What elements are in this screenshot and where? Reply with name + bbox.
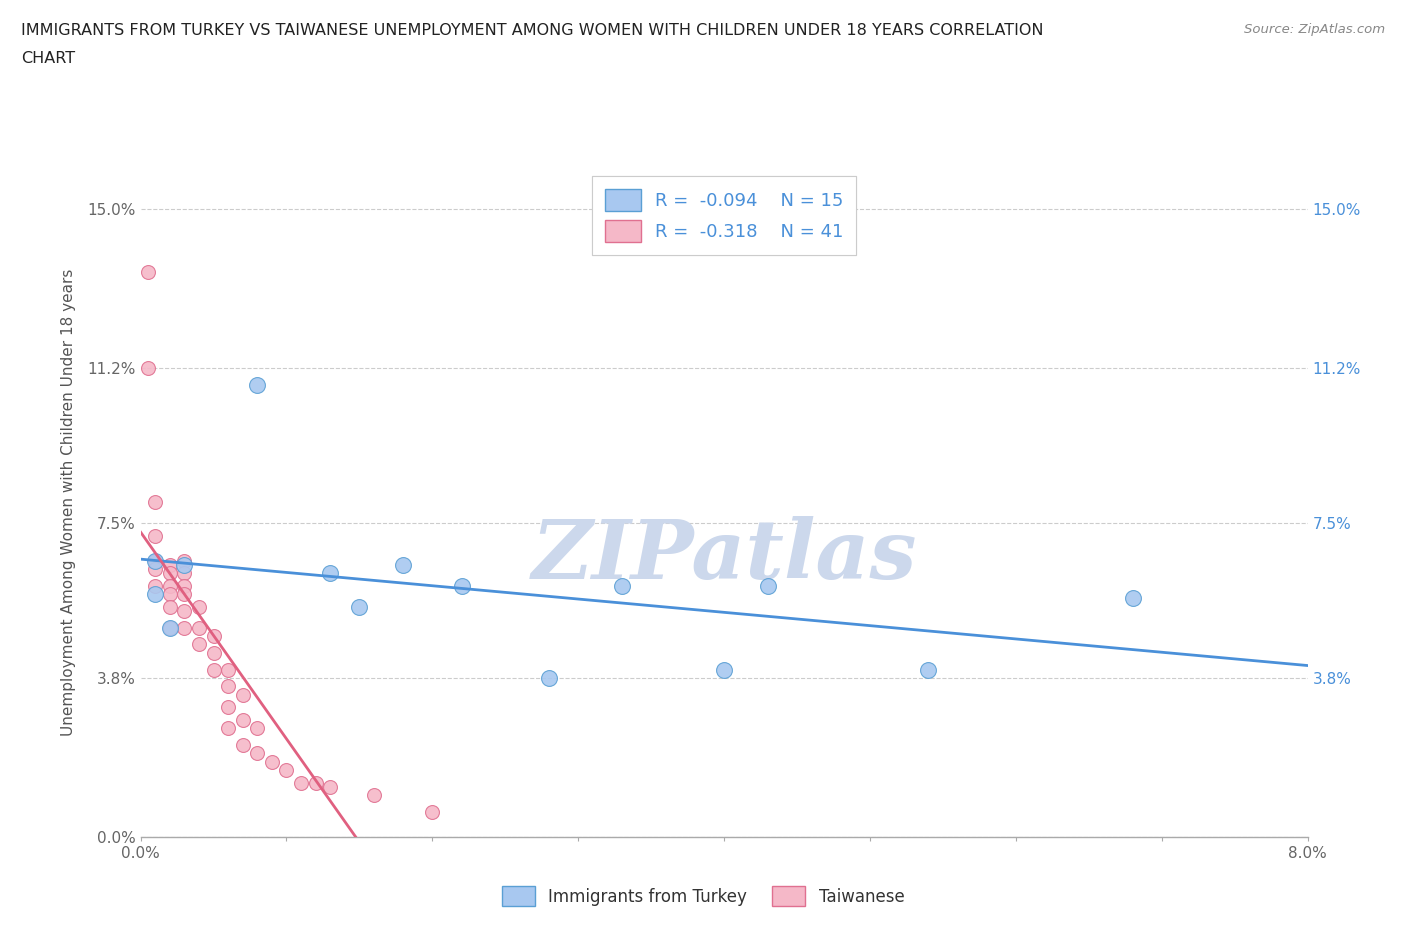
Point <box>143 553 166 568</box>
Point <box>232 712 254 727</box>
Point <box>188 637 211 652</box>
Point <box>319 779 342 794</box>
Point <box>159 620 181 635</box>
Point <box>159 600 181 615</box>
Point <box>159 558 181 573</box>
Point <box>143 528 166 543</box>
Point <box>143 553 166 568</box>
Text: ZIPatlas: ZIPatlas <box>531 516 917 596</box>
Point <box>159 565 181 580</box>
Point <box>1122 591 1144 606</box>
Point <box>143 495 166 510</box>
Point <box>538 671 561 685</box>
Point <box>217 679 239 694</box>
Point <box>202 629 225 644</box>
Point <box>217 662 239 677</box>
Point <box>363 788 385 803</box>
Text: CHART: CHART <box>21 51 75 66</box>
Point <box>173 587 195 602</box>
Point <box>713 662 735 677</box>
Point <box>260 754 283 769</box>
Text: IMMIGRANTS FROM TURKEY VS TAIWANESE UNEMPLOYMENT AMONG WOMEN WITH CHILDREN UNDER: IMMIGRANTS FROM TURKEY VS TAIWANESE UNEM… <box>21 23 1043 38</box>
Point <box>349 600 371 615</box>
Point <box>290 776 312 790</box>
Point <box>276 763 298 777</box>
Point <box>173 620 195 635</box>
Point <box>173 578 195 593</box>
Point <box>756 578 779 593</box>
Point <box>173 558 195 573</box>
Point <box>610 578 633 593</box>
Point <box>136 265 159 280</box>
Point <box>232 737 254 752</box>
Point <box>305 776 328 790</box>
Point <box>143 578 166 593</box>
Point <box>319 565 342 580</box>
Point <box>246 746 269 761</box>
Point <box>173 565 195 580</box>
Point <box>159 578 181 593</box>
Point <box>188 620 211 635</box>
Legend: R =  -0.094    N = 15, R =  -0.318    N = 41: R = -0.094 N = 15, R = -0.318 N = 41 <box>592 177 856 255</box>
Point <box>422 804 444 819</box>
Y-axis label: Unemployment Among Women with Children Under 18 years: Unemployment Among Women with Children U… <box>62 269 76 736</box>
Point <box>217 700 239 715</box>
Point <box>136 361 159 376</box>
Point <box>173 553 195 568</box>
Text: Source: ZipAtlas.com: Source: ZipAtlas.com <box>1244 23 1385 36</box>
Point <box>217 721 239 736</box>
Point <box>450 578 472 593</box>
Legend: Immigrants from Turkey, Taiwanese: Immigrants from Turkey, Taiwanese <box>495 880 911 912</box>
Point <box>917 662 939 677</box>
Point <box>143 562 166 577</box>
Point <box>232 687 254 702</box>
Point <box>202 662 225 677</box>
Point <box>159 587 181 602</box>
Point <box>392 558 415 573</box>
Point <box>173 604 195 618</box>
Point <box>188 600 211 615</box>
Point <box>159 620 181 635</box>
Point <box>246 378 269 392</box>
Point <box>202 645 225 660</box>
Point <box>143 587 166 602</box>
Point <box>246 721 269 736</box>
